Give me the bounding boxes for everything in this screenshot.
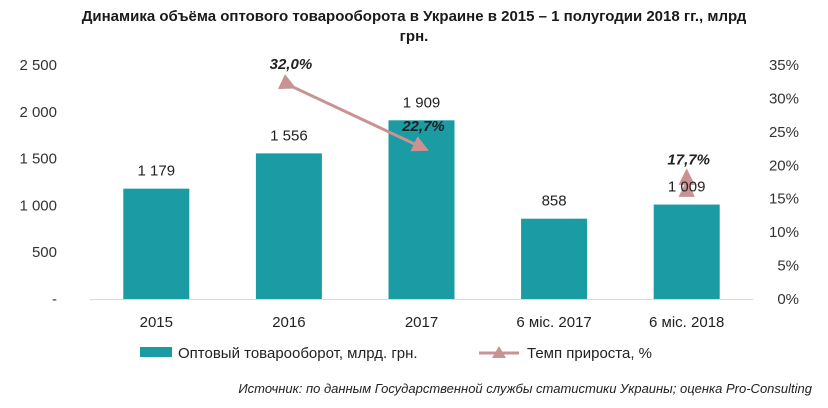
data-labels: 1 179 1 556 1 909 858 1 009 32,0% 22,7% 17,7%	[138, 56, 710, 210]
right-tick-label: 20%	[769, 157, 799, 174]
right-tick-label: 25%	[769, 124, 799, 141]
bar-value-label: 1 179	[138, 163, 176, 180]
bar	[255, 153, 322, 299]
left-tick-label: 2 500	[19, 57, 57, 74]
right-tick-label: 5%	[777, 258, 799, 275]
right-axis: 35% 30% 25% 20% 15% 10% 5% 0%	[90, 57, 799, 308]
growth-rate-label: 32,0%	[270, 56, 313, 73]
legend-line-label: Темп прироста, %	[527, 345, 652, 362]
category-label: 2017	[405, 314, 438, 331]
legend-bar-swatch	[140, 347, 172, 357]
category-label: 2015	[140, 314, 173, 331]
right-tick-label: 35%	[769, 57, 799, 74]
bar-value-label: 858	[542, 193, 567, 210]
left-tick-label: 2 000	[19, 104, 57, 121]
right-tick-label: 15%	[769, 191, 799, 208]
source-note: Источник: по данным Государственной служ…	[238, 381, 812, 396]
legend-bar-label: Оптовый товарооборот, млрд. грн.	[178, 345, 418, 362]
bar-value-label: 1 556	[270, 127, 308, 144]
chart-title-line-2: грн.	[400, 28, 429, 45]
right-tick-label: 30%	[769, 90, 799, 107]
legend: Оптовый товарооборот, млрд. грн. Темп пр…	[140, 345, 652, 362]
left-tick-label: 500	[32, 244, 57, 261]
growth-rate-label: 22,7%	[401, 118, 445, 135]
bars	[123, 120, 720, 299]
category-label: 2016	[272, 314, 305, 331]
left-tick-label: -	[52, 291, 57, 308]
category-label: 6 міс. 2018	[649, 314, 724, 331]
category-labels: 2015 2016 2017 6 міс. 2017 6 міс. 2018	[140, 314, 725, 331]
bar-value-label: 1 009	[668, 179, 706, 196]
category-label: 6 міс. 2017	[516, 314, 591, 331]
left-axis: 2 500 2 000 1 500 1 000 500 -	[19, 57, 57, 308]
bar	[123, 188, 190, 299]
right-tick-label: 10%	[769, 224, 799, 241]
legend-line-marker	[492, 346, 506, 358]
bar-value-label: 1 909	[403, 94, 441, 111]
right-tick-label: 0%	[777, 291, 799, 308]
left-tick-label: 1 500	[19, 151, 57, 168]
growth-line-segment	[277, 74, 429, 152]
bar	[653, 204, 720, 299]
growth-rate-label: 17,7%	[667, 152, 710, 169]
chart-title-line-1: Динамика объёма оптового товарооборота в…	[82, 8, 747, 25]
growth-line	[277, 74, 695, 197]
left-tick-label: 1 000	[19, 197, 57, 214]
bar	[521, 218, 588, 299]
